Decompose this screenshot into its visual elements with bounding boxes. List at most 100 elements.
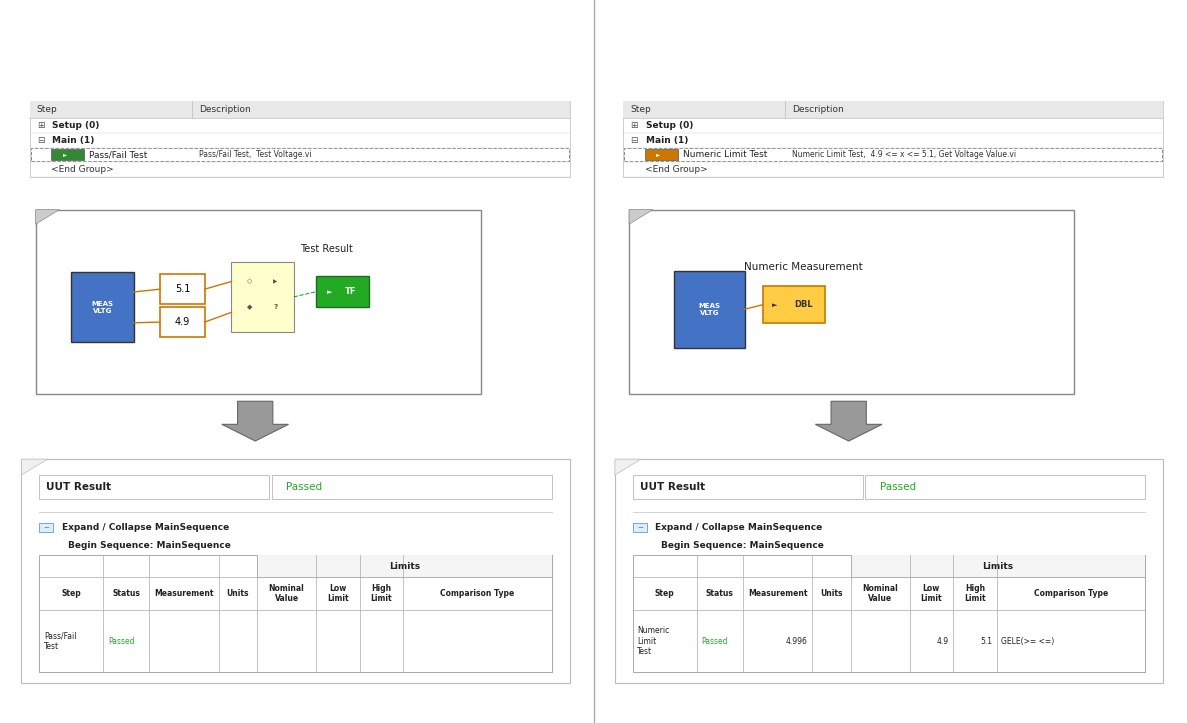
Text: High
Limit: High Limit bbox=[964, 584, 985, 603]
Bar bbox=[272, 475, 552, 499]
Text: Setup (0): Setup (0) bbox=[52, 121, 100, 130]
Text: ◇: ◇ bbox=[247, 278, 253, 284]
Text: ►: ► bbox=[656, 153, 660, 158]
Bar bbox=[633, 555, 1145, 672]
Text: Begin Sequence: MainSequence: Begin Sequence: MainSequence bbox=[661, 542, 824, 550]
Text: Numeric
Limit
Test: Numeric Limit Test bbox=[637, 626, 669, 656]
Text: ►: ► bbox=[63, 153, 66, 158]
Text: Step: Step bbox=[630, 105, 650, 114]
Polygon shape bbox=[222, 401, 288, 441]
Text: ⊟: ⊟ bbox=[630, 136, 637, 145]
Text: UUT Result: UUT Result bbox=[640, 482, 705, 492]
Bar bbox=[633, 475, 863, 499]
Text: 5.1: 5.1 bbox=[174, 284, 190, 294]
Text: Pass/Fail Test,  Test Voltage.vi: Pass/Fail Test, Test Voltage.vi bbox=[199, 150, 311, 160]
Polygon shape bbox=[629, 210, 653, 224]
Text: Comparison Type: Comparison Type bbox=[440, 589, 515, 598]
Text: 4.996: 4.996 bbox=[786, 637, 807, 646]
Polygon shape bbox=[815, 401, 882, 441]
Bar bbox=[39, 555, 552, 672]
Text: Pass/Fail
Test: Pass/Fail Test bbox=[44, 632, 76, 651]
Text: 5.1: 5.1 bbox=[980, 637, 992, 646]
Text: Units: Units bbox=[820, 589, 843, 598]
Text: Low
Limit: Low Limit bbox=[921, 584, 942, 603]
Text: High
Limit: High Limit bbox=[370, 584, 392, 603]
Text: Main (1): Main (1) bbox=[52, 136, 95, 145]
Text: Units: Units bbox=[227, 589, 249, 598]
Bar bbox=[258, 555, 552, 577]
Text: Description: Description bbox=[793, 105, 844, 114]
Text: DBL: DBL bbox=[794, 300, 812, 309]
Text: Measurement: Measurement bbox=[154, 589, 214, 598]
Text: Step: Step bbox=[37, 105, 57, 114]
Bar bbox=[623, 101, 1163, 118]
Bar bbox=[39, 523, 53, 532]
Text: 4.9: 4.9 bbox=[174, 317, 190, 327]
Bar bbox=[615, 459, 1163, 683]
Text: Nominal
Value: Nominal Value bbox=[862, 584, 897, 603]
Text: ⊞: ⊞ bbox=[630, 121, 637, 130]
Polygon shape bbox=[615, 459, 641, 475]
Bar bbox=[51, 150, 84, 161]
Polygon shape bbox=[21, 459, 47, 475]
Text: Numeric Measurement: Numeric Measurement bbox=[744, 262, 863, 272]
Bar bbox=[36, 210, 481, 394]
Bar bbox=[160, 307, 205, 337]
Text: Begin Sequence: MainSequence: Begin Sequence: MainSequence bbox=[68, 542, 230, 550]
Text: GELE(>= <=): GELE(>= <=) bbox=[1002, 637, 1055, 646]
Text: TF: TF bbox=[345, 287, 356, 296]
FancyBboxPatch shape bbox=[624, 148, 1162, 161]
Bar bbox=[316, 276, 369, 307]
Bar bbox=[30, 101, 570, 118]
Text: Description: Description bbox=[199, 105, 250, 114]
Bar bbox=[231, 262, 293, 332]
Text: Limits: Limits bbox=[983, 562, 1014, 570]
Bar bbox=[623, 101, 1163, 177]
Text: Measurement: Measurement bbox=[748, 589, 807, 598]
Bar bbox=[39, 475, 269, 499]
Bar bbox=[762, 286, 825, 323]
Text: Numeric Limit Test,  4.9 <= x <= 5.1, Get Voltage Value.vi: Numeric Limit Test, 4.9 <= x <= 5.1, Get… bbox=[793, 150, 1016, 160]
Text: Pass/Fail Test: Pass/Fail Test bbox=[89, 150, 147, 160]
Text: Setup (0): Setup (0) bbox=[646, 121, 693, 130]
Text: Expand / Collapse MainSequence: Expand / Collapse MainSequence bbox=[62, 523, 229, 532]
Text: Status: Status bbox=[706, 589, 734, 598]
Text: Passed: Passed bbox=[286, 482, 322, 492]
Bar bbox=[645, 150, 678, 161]
Bar bbox=[865, 475, 1145, 499]
Text: ►: ► bbox=[326, 288, 332, 295]
Text: ◆: ◆ bbox=[247, 304, 253, 310]
Text: Expand / Collapse MainSequence: Expand / Collapse MainSequence bbox=[655, 523, 823, 532]
Text: ▶: ▶ bbox=[273, 279, 278, 284]
Text: Passed: Passed bbox=[880, 482, 915, 492]
Text: Status: Status bbox=[113, 589, 140, 598]
Bar bbox=[71, 273, 133, 343]
Text: ?: ? bbox=[273, 304, 277, 310]
Text: Passed: Passed bbox=[108, 637, 134, 646]
Bar bbox=[851, 555, 1145, 577]
Text: ►: ► bbox=[773, 301, 777, 308]
Text: −: − bbox=[44, 525, 49, 531]
Bar bbox=[160, 275, 205, 304]
Text: Test Result: Test Result bbox=[300, 244, 353, 254]
Bar bbox=[633, 523, 647, 532]
Text: Passed: Passed bbox=[702, 637, 728, 646]
Bar bbox=[629, 210, 1074, 394]
Text: UUT Result: UUT Result bbox=[46, 482, 112, 492]
Text: Comparison Type: Comparison Type bbox=[1034, 589, 1109, 598]
Text: Nominal
Value: Nominal Value bbox=[268, 584, 304, 603]
Text: MEAS
VLTG: MEAS VLTG bbox=[91, 301, 114, 314]
Text: <End Group>: <End Group> bbox=[51, 166, 114, 174]
Text: Numeric Limit Test: Numeric Limit Test bbox=[683, 150, 767, 160]
FancyBboxPatch shape bbox=[31, 148, 569, 161]
Bar bbox=[674, 270, 745, 348]
Bar bbox=[30, 101, 570, 177]
Text: ⊟: ⊟ bbox=[37, 136, 44, 145]
Text: 4.9: 4.9 bbox=[937, 637, 948, 646]
Bar bbox=[21, 459, 570, 683]
Text: Main (1): Main (1) bbox=[646, 136, 688, 145]
Text: <End Group>: <End Group> bbox=[645, 166, 707, 174]
Text: Low
Limit: Low Limit bbox=[328, 584, 349, 603]
Text: −: − bbox=[637, 525, 642, 531]
Text: ⊞: ⊞ bbox=[37, 121, 44, 130]
